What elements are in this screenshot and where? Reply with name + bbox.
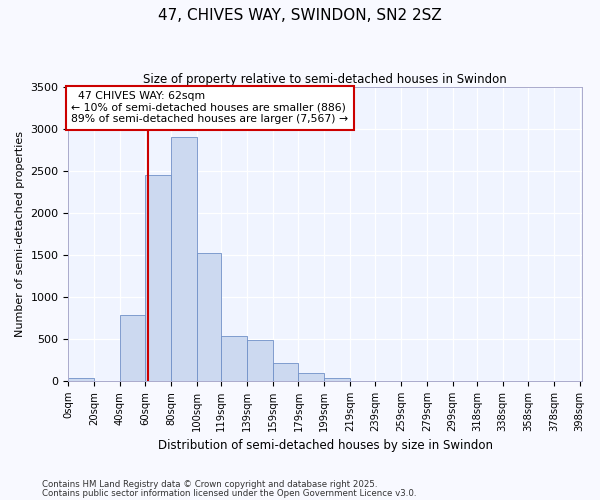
Text: 47, CHIVES WAY, SWINDON, SN2 2SZ: 47, CHIVES WAY, SWINDON, SN2 2SZ [158, 8, 442, 22]
Bar [120, 316, 145, 381]
Bar [272, 364, 298, 381]
Text: Contains HM Land Registry data © Crown copyright and database right 2025.: Contains HM Land Registry data © Crown c… [42, 480, 377, 489]
Text: 47 CHIVES WAY: 62sqm
← 10% of semi-detached houses are smaller (886)
89% of semi: 47 CHIVES WAY: 62sqm ← 10% of semi-detac… [71, 91, 348, 124]
Title: Size of property relative to semi-detached houses in Swindon: Size of property relative to semi-detach… [143, 72, 507, 86]
Y-axis label: Number of semi-detached properties: Number of semi-detached properties [15, 131, 25, 337]
Bar [145, 175, 171, 381]
Bar [324, 378, 350, 381]
Bar [247, 340, 272, 381]
X-axis label: Distribution of semi-detached houses by size in Swindon: Distribution of semi-detached houses by … [158, 440, 493, 452]
Bar [221, 336, 247, 381]
Bar [68, 378, 94, 381]
Text: Contains public sector information licensed under the Open Government Licence v3: Contains public sector information licen… [42, 488, 416, 498]
Bar [197, 253, 221, 381]
Bar [171, 137, 197, 381]
Bar [298, 372, 324, 381]
